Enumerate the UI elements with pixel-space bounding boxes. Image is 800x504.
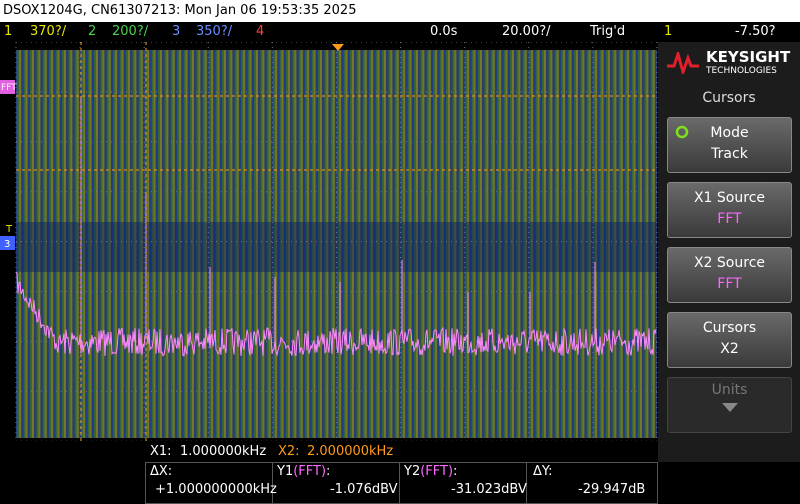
y2-source: (FFT) [420,464,454,479]
title-bar: DSOX1204G, CN61307213: Mon Jan 06 19:53:… [0,0,800,22]
cursors [16,42,657,441]
menu-title: Cursors [702,90,756,106]
button-label: X2 Source [693,255,766,271]
y2-value: -31.023dBV [451,482,527,497]
button-value: FFT [717,276,742,292]
trigger-marker: T [5,224,13,235]
ch3-label: 3 [172,24,181,39]
trigger-source: 1 [664,24,673,39]
button-label: Mode [710,125,749,141]
ch3-marker-label: 3 [4,239,10,250]
time-scale: 20.00?/ [502,24,551,39]
dy-value: -29.947dB [578,482,646,497]
dx-value: +1.000000000kHz [155,482,277,497]
ch4-label: 4 [256,24,265,39]
brand: KEYSIGHT [706,48,791,66]
trigger-level: -7.50? [735,24,776,39]
y1-colon: : [326,464,331,479]
brand-sub: TECHNOLOGIES [706,66,777,76]
status-bar: 1 370?/ 2 200?/ 3 350?/ 4 0.0s 20.00?/ T… [0,22,800,42]
cursor-readout: X1: 1.000000kHz X2: 2.000000kHz ΔX: +1.0… [0,441,658,504]
y2-label: Y2 [404,464,421,479]
x1-label: X1: [150,444,172,459]
trigger-status: Trig'd [590,24,626,39]
fft-marker-label: FFT [1,83,17,93]
fft-marker [0,80,15,94]
y1-value: -1.076dBV [330,482,398,497]
ch3-scale: 350?/ [196,24,233,39]
button-label: Cursors [702,320,757,336]
y1-label: Y1 [277,464,294,479]
button-value: FFT [717,211,742,227]
x1-value: 1.000000kHz [180,444,267,459]
y2-colon: : [453,464,458,479]
cursors-button[interactable]: Cursors X2 [667,312,792,368]
x2-label: X2: [278,444,300,459]
button-value: Track [711,146,748,162]
trigger-pos-marker [332,44,344,51]
mode-button[interactable]: Mode Track [667,117,792,173]
ch2-scale: 200?/ [112,24,149,39]
fft-trace [15,97,657,357]
x1-source-button[interactable]: X1 Source FFT [667,182,792,238]
x2-source-button[interactable]: X2 Source FFT [667,247,792,303]
keysight-logo [667,52,699,74]
ch1-label: 1 [4,24,13,39]
time-delay: 0.0s [430,24,458,39]
units-button[interactable]: Units [667,377,792,433]
x2-value: 2.000000kHz [307,444,394,459]
ch1-scale: 370?/ [30,24,67,39]
dx-label: ΔX: [150,464,173,479]
ch2-label: 2 [88,24,97,39]
y1-source: (FFT) [293,464,327,479]
waveform-area: FFT T 3 [0,42,658,441]
button-label: X1 Source [693,190,766,206]
button-label: Units [711,382,748,398]
dy-label: ΔY: [533,464,553,479]
button-value: X2 [720,341,739,357]
ch3-marker [0,236,15,250]
side-panel: KEYSIGHT TECHNOLOGIES Cursors Mode Track… [658,42,800,462]
